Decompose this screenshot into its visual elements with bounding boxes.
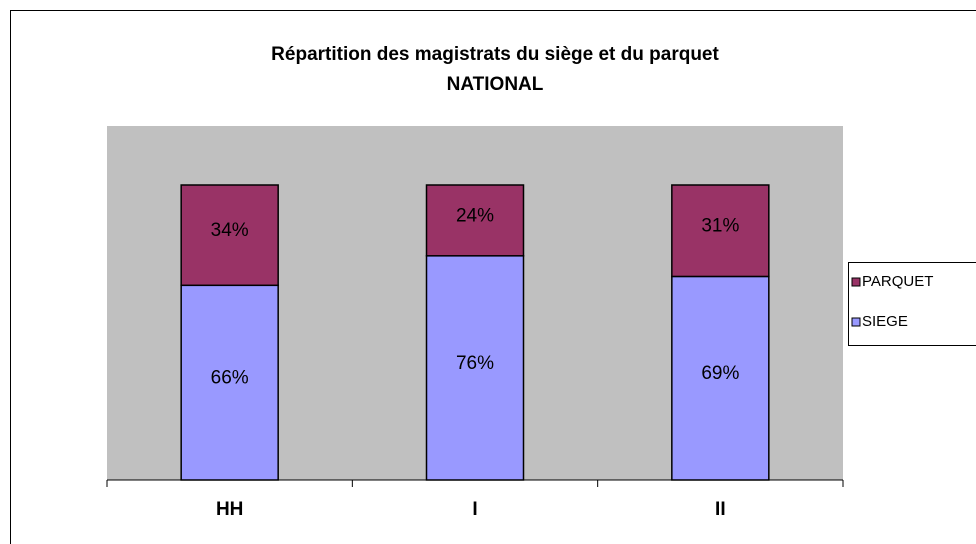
x-tick-label: I	[472, 499, 477, 520]
legend-swatch	[851, 277, 861, 287]
value-label: 34%	[211, 220, 249, 241]
chart-title: Répartition des magistrats du siège et d…	[271, 44, 719, 65]
bar-segment	[180, 184, 279, 287]
bar-segment	[180, 284, 279, 481]
x-tick-label: II	[715, 499, 726, 520]
value-label: 31%	[701, 216, 739, 237]
x-tick-label: HH	[216, 499, 243, 520]
value-label: 76%	[456, 353, 494, 374]
legend-label: PARQUET	[862, 273, 933, 290]
legend-swatch	[851, 317, 861, 327]
legend-box	[848, 262, 976, 346]
bar-segment	[671, 275, 770, 481]
value-label: 24%	[456, 205, 494, 226]
value-label: 66%	[211, 368, 249, 389]
value-label: 69%	[701, 363, 739, 384]
bar-segment	[425, 255, 525, 481]
bar-segment	[671, 184, 770, 278]
legend-label: SIEGE	[862, 313, 908, 330]
chart-title: NATIONAL	[447, 74, 544, 95]
bar-segment	[425, 184, 525, 257]
